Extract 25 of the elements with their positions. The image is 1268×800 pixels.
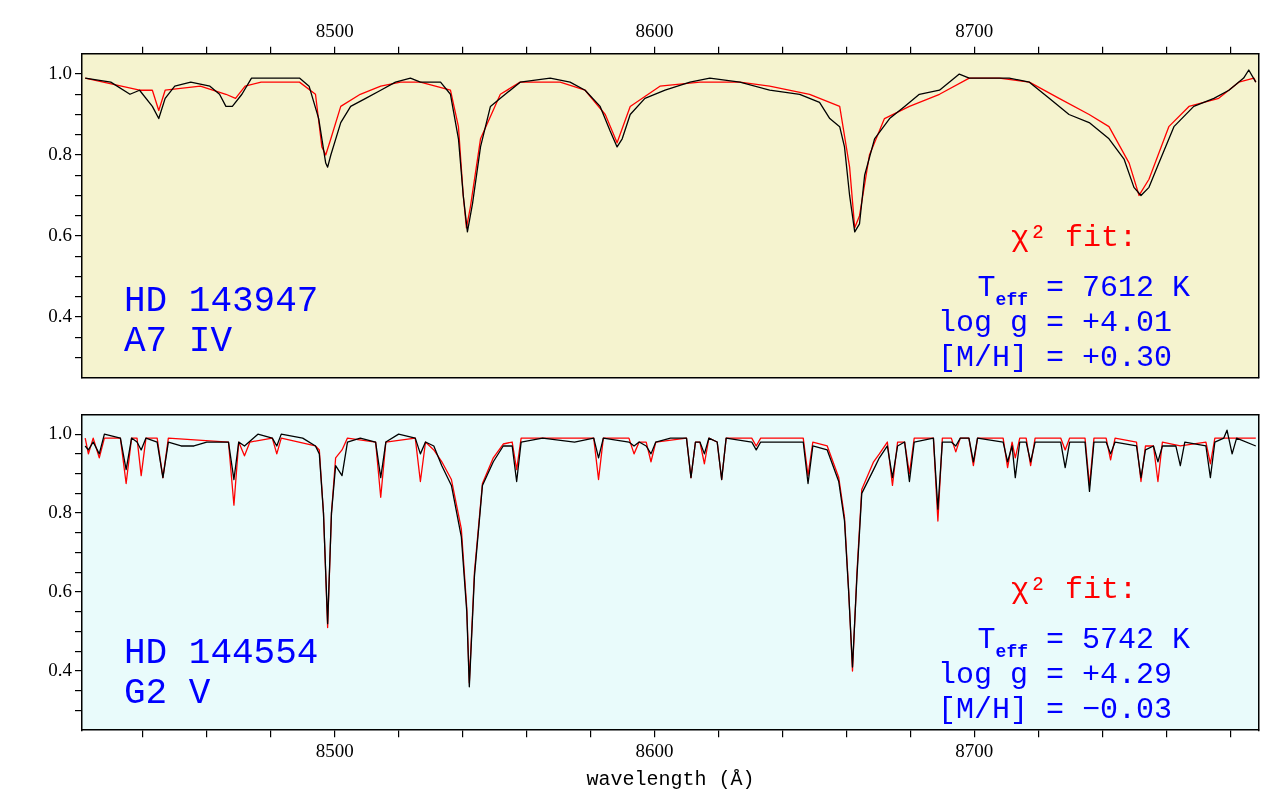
x-tick-label: 8600 bbox=[635, 20, 674, 42]
y-tick-label: 0.6 bbox=[48, 580, 72, 602]
y-tick-label: 0.4 bbox=[48, 658, 73, 680]
x-tick-label: 8700 bbox=[955, 20, 994, 42]
x-axis-title: wavelength (Å) bbox=[586, 768, 755, 792]
y-tick-label: 0.8 bbox=[48, 142, 72, 164]
annotation: log g = +4.29 bbox=[937, 658, 1173, 693]
annotation: [M/H] = −0.03 bbox=[937, 693, 1173, 728]
x-tick-label: 8700 bbox=[955, 739, 994, 761]
x-tick-label: 8600 bbox=[635, 739, 674, 761]
y-tick-label: 1.0 bbox=[48, 62, 72, 84]
y-tick-label: 0.6 bbox=[48, 223, 72, 245]
annotation: A7 IV bbox=[124, 320, 233, 362]
annotation: [M/H] = +0.30 bbox=[937, 340, 1173, 375]
annotation: χ² fit: bbox=[1010, 220, 1138, 255]
y-tick-label: 0.8 bbox=[48, 501, 72, 523]
annotation: log g = +4.01 bbox=[937, 305, 1173, 340]
x-tick-label: 8500 bbox=[315, 739, 354, 761]
y-tick-label: 0.4 bbox=[48, 304, 73, 326]
annotation: G2 V bbox=[124, 673, 211, 715]
annotation: HD 143947 bbox=[124, 280, 319, 322]
annotation: χ² fit: bbox=[1010, 573, 1138, 608]
annotation: HD 144554 bbox=[124, 633, 319, 675]
x-tick-label: 8500 bbox=[315, 20, 354, 42]
y-tick-label: 1.0 bbox=[48, 422, 72, 444]
